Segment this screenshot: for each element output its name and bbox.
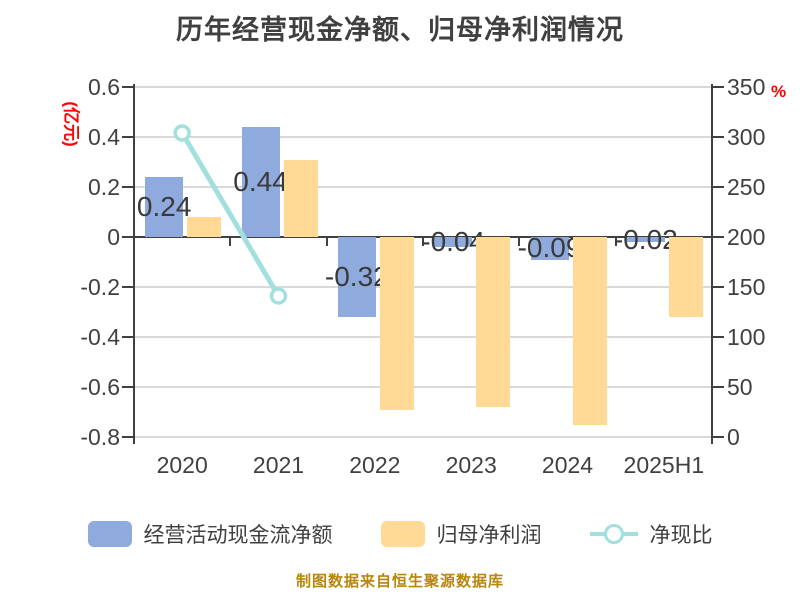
x-axis-tick [422,237,424,246]
bar-value-label: -0.09 [517,232,582,264]
legend: 经营活动现金流净额 归母净利润 净现比 [0,514,800,554]
bar-operating-cash [626,237,665,242]
grid-line [134,386,712,388]
y-axis-label-right: 0 [727,424,740,450]
legend-label: 净现比 [649,524,713,547]
y-axis-label-left: -0.2 [80,274,120,300]
y-axis-label-left: 0.6 [88,74,120,100]
x-axis-tick [325,237,328,246]
left-axis-tick [122,186,134,188]
y-axis-label-left: 0 [107,224,120,250]
left-axis-tick [122,286,134,288]
y-axis-spine-left [133,84,135,444]
legend-swatch-icon [87,521,132,547]
bar-value-label: 0.44 [233,166,288,197]
legend-swatch-icon [380,521,425,547]
y-axis-spine-right [711,84,713,444]
legend-item-net-profit: 归母净利润 [380,519,542,549]
bar-net-profit [187,217,222,237]
left-axis-tick [122,386,134,388]
data-source-note: 制图数据来自恒生聚源数据库 [295,573,504,590]
legend-label: 归母净利润 [436,524,542,547]
grid-line [134,186,712,188]
x-axis-label: 2023 [445,452,497,478]
y-axis-label-left: -0.6 [80,374,120,400]
right-axis-tick [712,336,724,338]
right-axis-tick [712,186,724,188]
legend-item-net-cash-ratio: 净现比 [589,519,713,549]
line-marker [269,287,288,305]
y-axis-label-right: 200 [727,224,766,250]
bar-net-profit [379,237,414,410]
right-axis-unit-label: % [771,82,787,101]
y-axis-label-right: 100 [727,324,766,350]
left-axis-tick [122,436,134,438]
right-axis-tick [712,136,724,138]
bar-operating-cash [337,237,376,317]
x-axis-label: 2022 [349,452,401,478]
grid-line [134,86,712,88]
x-axis-label: 2024 [541,452,594,478]
right-axis-tick [712,86,724,88]
x-axis-label: 2025H1 [623,452,705,478]
legend-label: 经营活动现金流净额 [143,524,333,547]
y-axis-label-right: 250 [727,174,766,200]
right-axis-tick [712,286,724,288]
y-axis-label-right: 300 [727,124,766,150]
y-axis-label-right: 50 [727,374,753,400]
y-axis-label-left: 0.4 [88,124,120,150]
bar-value-label: 0.24 [136,191,192,222]
y-axis-label-left: -0.8 [80,424,120,450]
legend-item-operating-cash: 经营活动现金流净额 [87,519,333,549]
bar-operating-cash [434,237,473,247]
left-axis-tick [122,236,134,238]
x-axis-tick [518,237,521,246]
right-axis-tick [712,436,724,438]
y-axis-label-left: -0.4 [80,324,120,350]
chart-title: 历年经营现金净额、归母净利润情况 [176,15,624,45]
left-axis-tick [122,136,134,138]
bar-value-label: -0.32 [324,261,389,292]
bar-operating-cash [145,177,184,237]
right-axis-tick [712,236,724,238]
bar-value-label: -0.02 [613,223,678,255]
y-axis-label-right: 150 [727,274,766,300]
x-axis-label: 2020 [156,452,208,478]
grid-line [134,436,712,438]
bar-net-profit [572,237,607,425]
x-axis-tick [614,237,617,246]
grid-line [134,136,712,138]
right-axis-tick [712,386,724,388]
grid-line [134,336,712,338]
bar-net-profit [668,237,703,317]
x-axis-tick [229,237,232,246]
x-axis-label: 2021 [252,452,305,478]
bar-operating-cash [530,237,569,260]
y-axis-label-left: 0.2 [88,174,120,200]
left-axis-tick [122,86,134,88]
bar-value-label: -0.04 [421,226,486,257]
grid-line [134,286,712,288]
bar-net-profit [476,237,511,407]
bar-net-profit [283,159,318,237]
left-axis-tick [122,336,134,338]
y-axis-label-right: 350 [727,74,766,100]
legend-line-marker-icon [589,521,638,547]
